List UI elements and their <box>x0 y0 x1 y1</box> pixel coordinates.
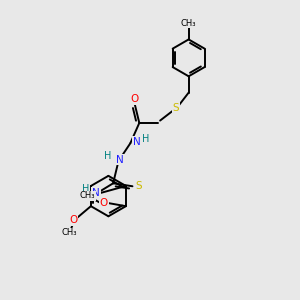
Text: N: N <box>116 154 124 164</box>
Text: CH₃: CH₃ <box>80 191 95 200</box>
Text: N: N <box>133 137 141 147</box>
Text: CH₃: CH₃ <box>181 19 197 28</box>
Text: N: N <box>92 188 100 198</box>
Text: O: O <box>69 215 77 225</box>
Text: H: H <box>104 151 112 160</box>
Text: CH₃: CH₃ <box>61 228 77 237</box>
Text: O: O <box>131 94 139 104</box>
Text: S: S <box>135 181 142 191</box>
Text: H: H <box>82 184 89 194</box>
Text: S: S <box>173 103 179 113</box>
Text: H: H <box>142 134 149 144</box>
Text: O: O <box>100 198 108 208</box>
